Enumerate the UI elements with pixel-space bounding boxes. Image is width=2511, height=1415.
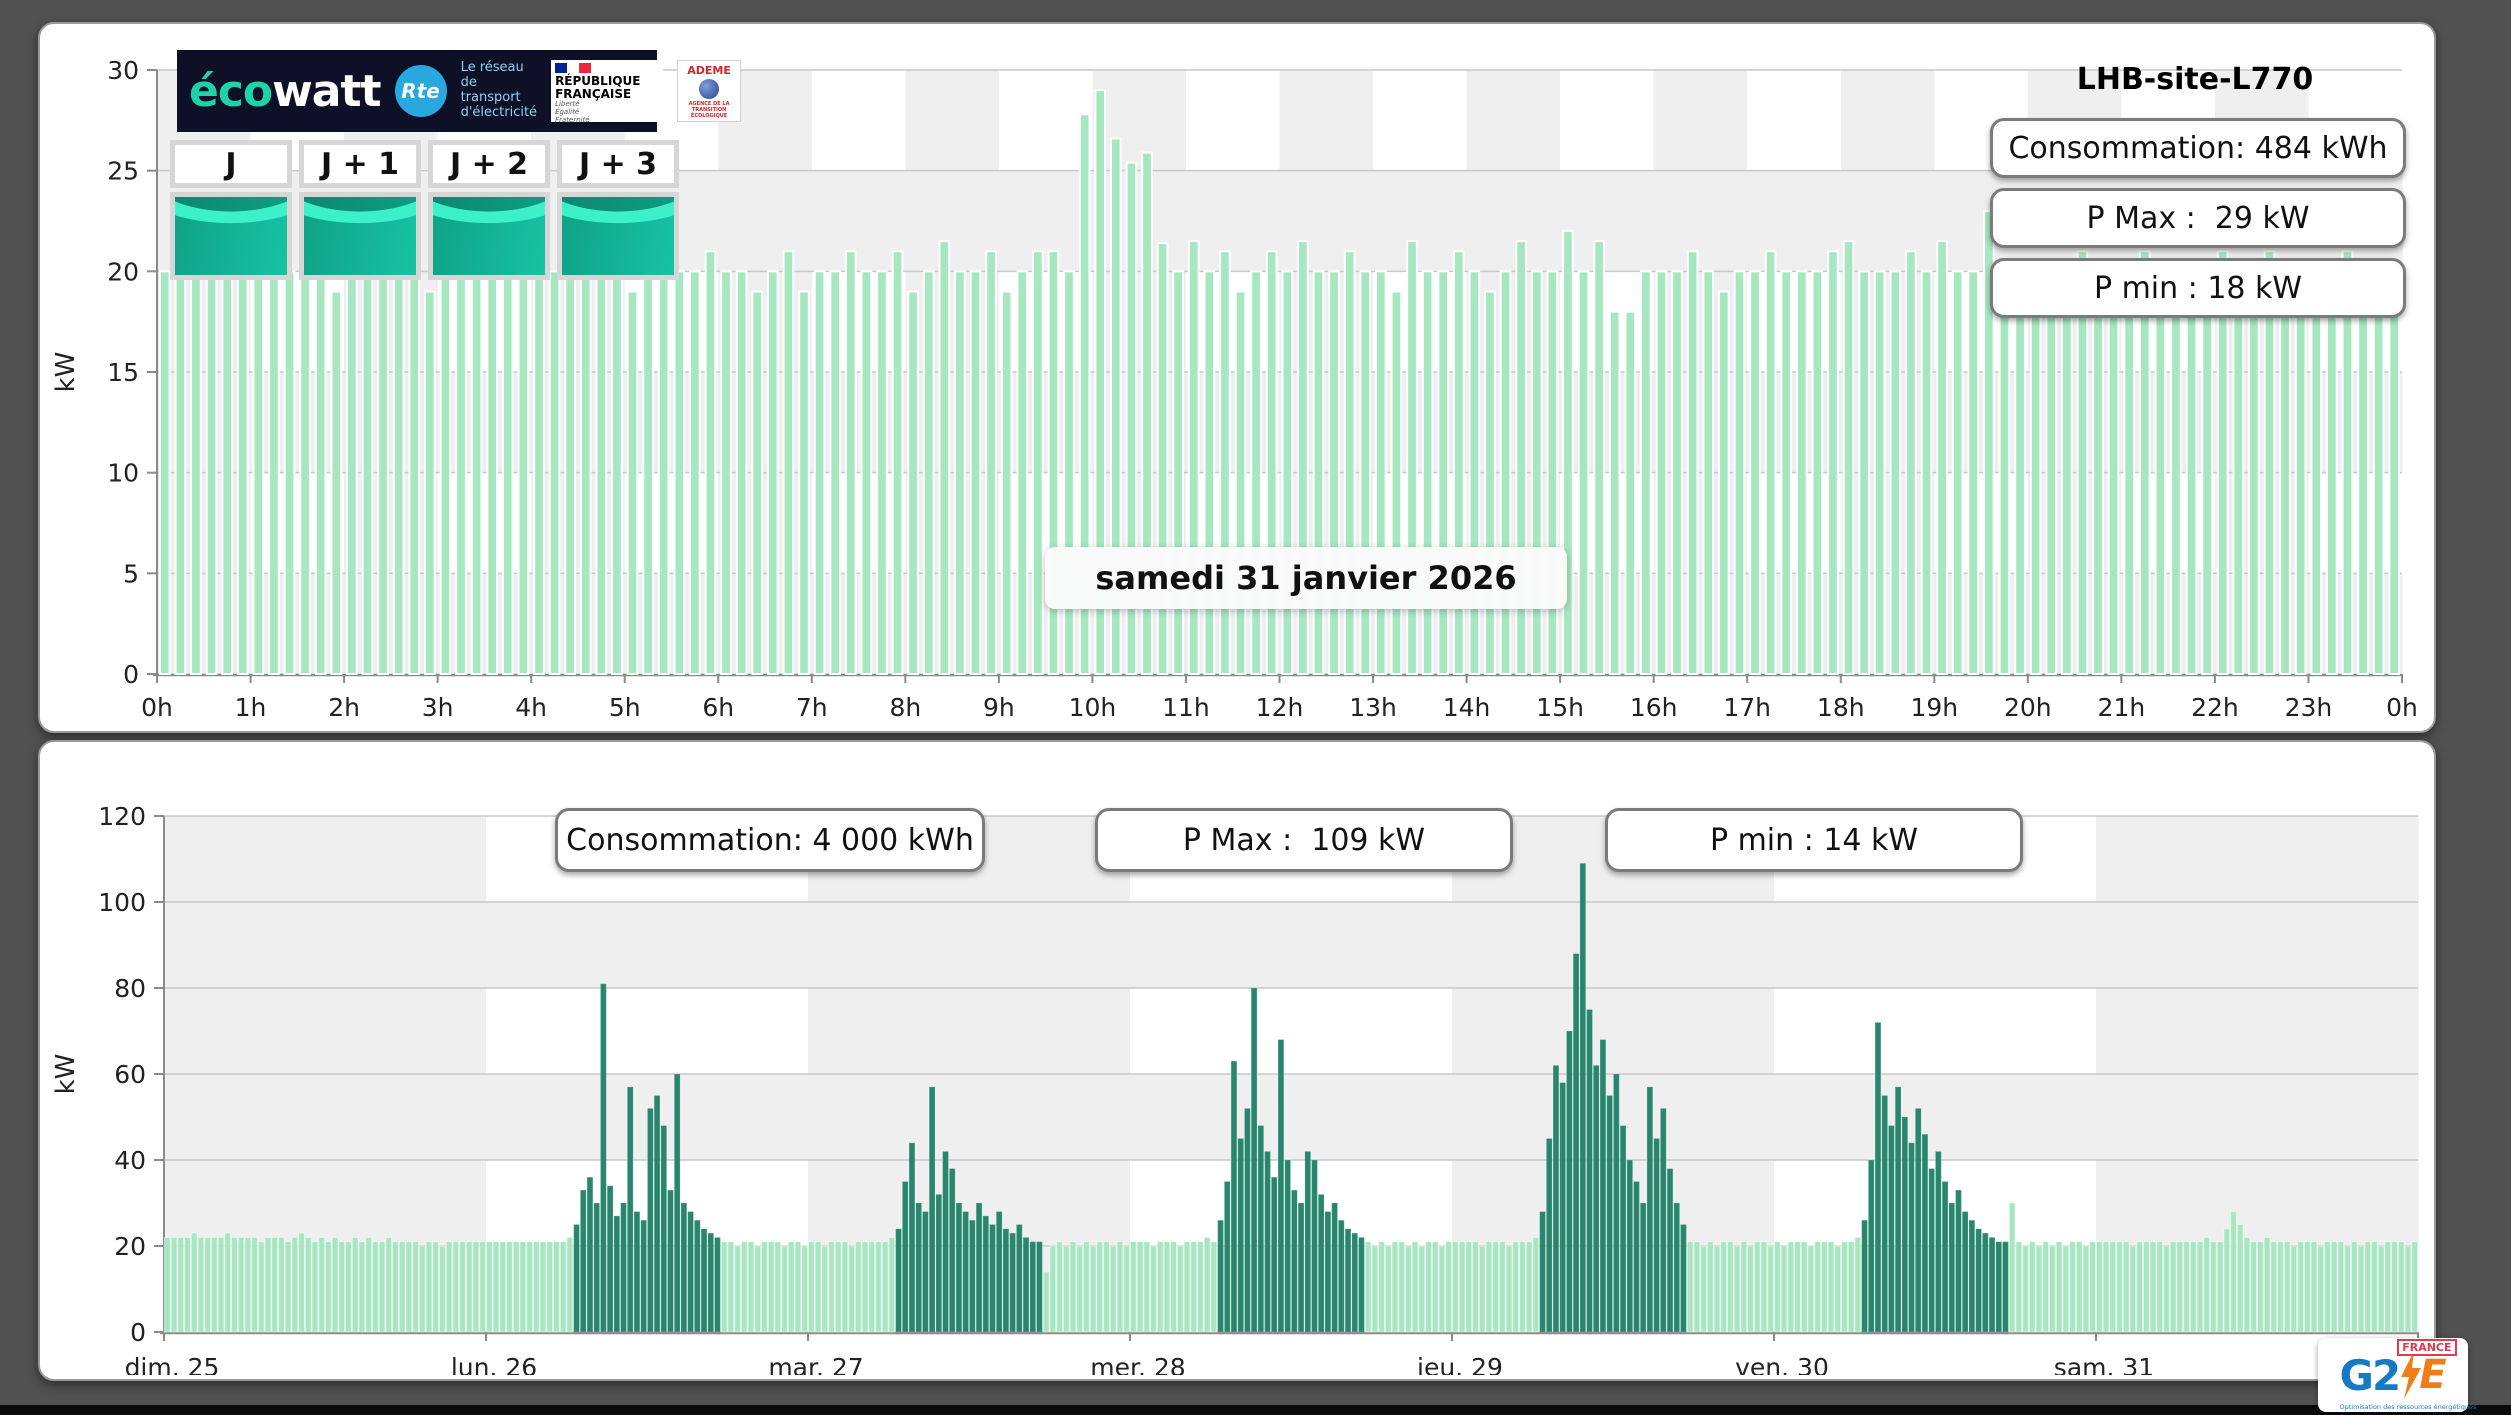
ademe-subtitle: AGENCE DE LA TRANSITION ÉCOLOGIQUE [688,100,730,119]
svg-text:kW: kW [51,1054,81,1095]
svg-text:40: 40 [114,1146,146,1175]
weekly-chart-plot: 0 20 40 60 80 100 120 kW dim. 25 lun. 26 mar. 27 me… [51,802,2419,1375]
svg-text:30: 30 [107,56,139,85]
lightning-bolt-icon [2401,1351,2422,1399]
svg-text:11h: 11h [1162,693,1210,722]
svg-text:15: 15 [107,358,139,387]
weekly-chart-panel: 0 20 40 60 80 100 120 kW dim. 25 lun. 26 mar. 27 me… [38,740,2436,1381]
svg-text:4h: 4h [515,693,547,722]
ecowatt-logo: écowatt [189,65,382,117]
bottom-border-strip [0,1405,2511,1415]
svg-text:lun. 26: lun. 26 [451,1353,537,1375]
svg-text:ven. 30: ven. 30 [1735,1353,1829,1375]
republique-name: RÉPUBLIQUE FRANÇAISE [555,74,641,101]
svg-text:0: 0 [123,660,139,689]
svg-text:80: 80 [114,974,146,1003]
tab-j-plus-1-label[interactable]: J + 1 [299,140,421,188]
tab-j[interactable]: J [170,140,292,280]
g2e-france-badge: FRANCE [2397,1338,2457,1356]
svg-text:22h: 22h [2191,693,2239,722]
stat-pmax-day: P Max : 29 kW [1990,188,2406,248]
rte-logo-icon: Rte [394,65,447,117]
svg-text:jeu. 29: jeu. 29 [1416,1353,1503,1375]
g2e-tagline: Optimisation des ressources énergétiques [2339,1402,2477,1411]
svg-text:9h: 9h [983,693,1015,722]
tab-j-plus-2[interactable]: J + 2 [428,140,550,280]
svg-text:15h: 15h [1536,693,1584,722]
svg-text:100: 100 [98,888,146,917]
tab-j-plus-3[interactable]: J + 3 [557,140,679,280]
daily-chart-panel: 0 5 10 15 20 25 30 kW 0h 1h 2h 3h 4h 5h 6h 7h 8h 9h 10h 11h… [38,22,2436,733]
svg-text:20h: 20h [2004,693,2052,722]
svg-text:6h: 6h [702,693,734,722]
page-title: LHB-site-L770 [2076,62,2314,97]
republique-francaise-logo: RÉPUBLIQUE FRANÇAISE Liberté Égalité Fra… [551,60,664,124]
svg-text:1h: 1h [235,693,267,722]
svg-text:0: 0 [130,1318,146,1347]
rte-tagline: Le réseau de transport d'électricité [460,60,538,120]
svg-text:13h: 13h [1349,693,1397,722]
svg-text:5: 5 [123,559,139,588]
svg-text:25: 25 [107,157,139,186]
svg-text:18h: 18h [1817,693,1865,722]
svg-text:12h: 12h [1256,693,1304,722]
ecowatt-eco-text: éco [189,65,273,117]
svg-text:17h: 17h [1723,693,1771,722]
svg-text:10: 10 [107,459,139,488]
tab-j-plus-1[interactable]: J + 1 [299,140,421,280]
g2e-g2-text: G2 [2339,1350,2401,1400]
svg-text:20: 20 [114,1232,146,1261]
svg-text:8h: 8h [889,693,921,722]
tab-j-plus-3-label[interactable]: J + 3 [557,140,679,188]
stat-consommation-week: Consommation: 4 000 kWh [555,808,985,872]
svg-text:19h: 19h [1910,693,1958,722]
g2e-logo: G2 E FRANCE Optimisation des ressources … [2318,1338,2476,1412]
forecast-tabs: J J + 1 J + 2 J + 3 [170,140,679,280]
svg-text:21h: 21h [2098,693,2146,722]
tab-j-label[interactable]: J [170,140,292,188]
svg-text:mar. 27: mar. 27 [768,1353,863,1375]
ecowatt-banner: écowatt Rte Le réseau de transport d'éle… [177,50,742,132]
svg-text:sam. 31: sam. 31 [2054,1353,2154,1375]
ecowatt-watt-text: watt [272,65,381,117]
svg-text:14h: 14h [1443,693,1491,722]
date-label: samedi 31 janvier 2026 [1045,547,1567,609]
svg-text:60: 60 [114,1060,146,1089]
stat-consommation-day: Consommation: 484 kWh [1990,118,2406,178]
tab-j-gauge-image[interactable] [170,192,292,280]
svg-text:16h: 16h [1630,693,1678,722]
svg-text:kW: kW [51,352,81,393]
svg-text:10h: 10h [1069,693,1117,722]
svg-text:mer. 28: mer. 28 [1090,1353,1185,1375]
tab-j-plus-2-gauge-image[interactable] [428,192,550,280]
stat-pmin-day: P min : 18 kW [1990,258,2406,318]
ademe-logo: ADEME AGENCE DE LA TRANSITION ÉCOLOGIQUE [677,60,742,122]
svg-text:120: 120 [98,802,146,831]
g2e-e-text: E [2419,1352,2447,1398]
stat-pmin-week: P min : 14 kW [1605,808,2023,872]
tab-j-plus-2-label[interactable]: J + 2 [428,140,550,188]
republique-motto: Liberté Égalité Fraternité [555,100,590,124]
stat-pmax-week: P Max : 109 kW [1095,808,1513,872]
tab-j-plus-1-gauge-image[interactable] [299,192,421,280]
svg-text:7h: 7h [796,693,828,722]
svg-text:20: 20 [107,257,139,286]
svg-text:0h: 0h [2386,693,2418,722]
svg-text:dim. 25: dim. 25 [125,1353,220,1375]
french-flag-icon [555,63,592,73]
svg-text:3h: 3h [422,693,454,722]
svg-text:23h: 23h [2285,693,2333,722]
ademe-globe-icon [699,78,720,99]
svg-text:2h: 2h [328,693,360,722]
tab-j-plus-3-gauge-image[interactable] [557,192,679,280]
svg-text:5h: 5h [609,693,641,722]
ademe-name: ADEME [687,63,731,77]
svg-text:0h: 0h [141,693,173,722]
